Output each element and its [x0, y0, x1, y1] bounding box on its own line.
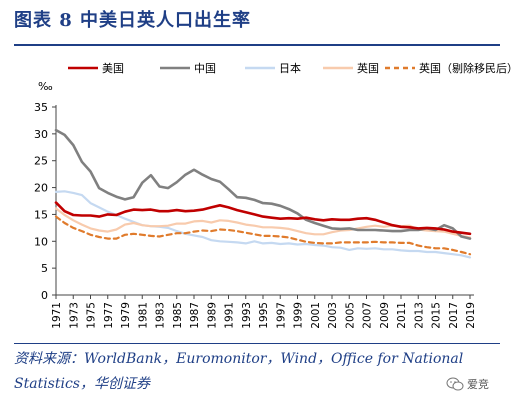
x-tick-label: 1989 — [206, 302, 218, 329]
x-tick-label: 1979 — [120, 302, 132, 329]
x-tick-label: 1971 — [51, 302, 63, 329]
wechat-logo-icon — [446, 377, 464, 391]
x-axis: 1971 1973 1975 1977 1979 1981 1983 1985 1987 1989… — [51, 294, 477, 329]
legend-label: 日本 — [279, 61, 301, 75]
series-line-4 — [54, 215, 472, 256]
x-tick-label: 2011 — [396, 302, 408, 329]
series-line-0 — [54, 201, 472, 236]
y-tick-label: 10 — [34, 235, 48, 248]
legend-label: 英国（剔除移民后） — [419, 61, 514, 75]
x-tick-label: 1995 — [258, 302, 270, 329]
x-tick-label: 1991 — [224, 302, 236, 329]
watermark: 爱竞 — [446, 376, 489, 392]
legend-label: 中国 — [194, 62, 216, 75]
title-rule — [14, 44, 500, 46]
x-tick-label: 2019 — [465, 302, 477, 329]
y-tick-label: 20 — [34, 182, 48, 195]
y-tick-label: 5 — [41, 262, 48, 275]
x-tick-label: 1999 — [293, 302, 305, 329]
x-tick-label: 1973 — [68, 302, 80, 329]
x-tick-label: 2013 — [413, 302, 425, 329]
x-tick-label: 1997 — [275, 302, 287, 329]
y-tick-label: 25 — [34, 155, 48, 168]
x-tick-label: 1985 — [172, 302, 184, 329]
plot-area — [54, 128, 472, 259]
y-axis: 0 5 10 15 20 25 30 35 — [34, 101, 57, 302]
x-tick-label: 1993 — [241, 302, 253, 329]
watermark-label: 爱竞 — [467, 378, 489, 391]
x-tick-label: 2003 — [327, 302, 339, 329]
y-axis-unit-label: ‰ — [38, 80, 53, 93]
source-rule — [14, 343, 500, 344]
series-line-3 — [54, 207, 472, 239]
x-tick-label: 2001 — [310, 302, 322, 329]
x-tick-label: 1975 — [86, 302, 98, 329]
x-tick-label: 2005 — [344, 302, 356, 329]
y-tick-label: 35 — [34, 101, 48, 114]
series-line-2 — [54, 190, 472, 259]
y-tick-label: 0 — [41, 289, 48, 302]
x-tick-label: 2015 — [431, 302, 443, 329]
x-tick-label: 1987 — [189, 302, 201, 329]
x-tick-label: 1981 — [137, 302, 149, 329]
source-note: 资料来源：WorldBank，Euromonitor，Wind，Office f… — [14, 351, 464, 392]
y-tick-label: 30 — [34, 128, 48, 141]
figure-title: 图表 8 中美日英人口出生率 — [14, 10, 252, 31]
series-line-1 — [54, 128, 472, 240]
legend-label: 英国 — [357, 61, 379, 75]
y-tick-label: 15 — [34, 208, 48, 221]
x-tick-label: 1977 — [103, 302, 115, 329]
legend-label: 美国 — [102, 62, 124, 75]
x-tick-label: 2007 — [362, 302, 374, 329]
x-tick-label: 1983 — [155, 302, 167, 329]
chart-legend: 美国 中国 日本 英国 英国（剔除移民后） — [68, 61, 514, 75]
x-tick-label: 2017 — [448, 302, 460, 329]
x-tick-label: 2009 — [379, 302, 391, 329]
